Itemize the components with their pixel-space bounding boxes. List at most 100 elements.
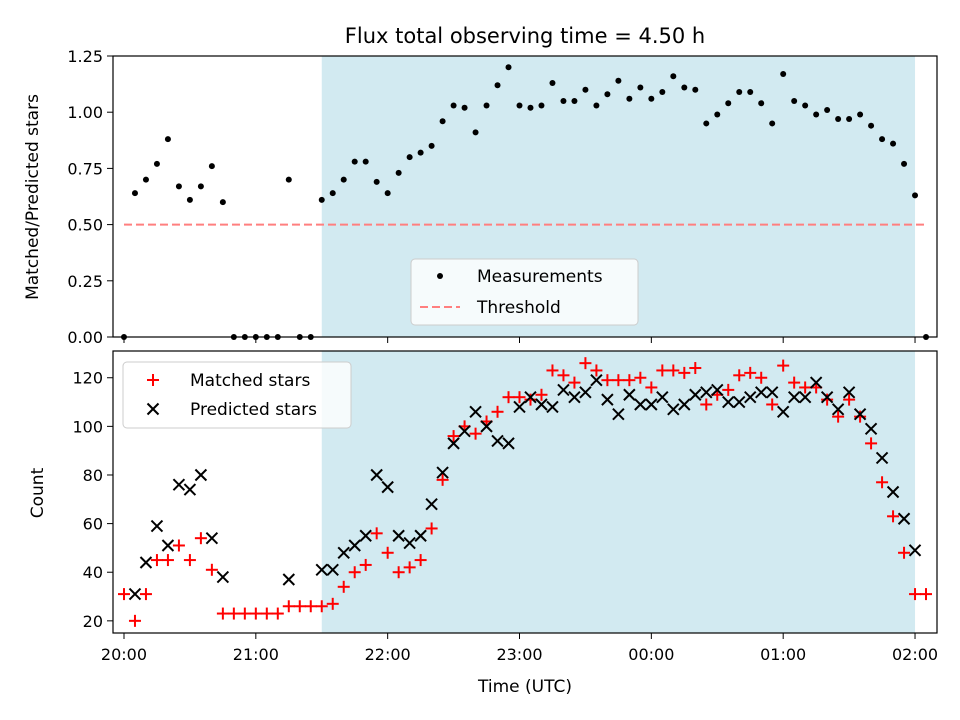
measurement-point <box>879 136 886 143</box>
predicted-stars-point <box>150 519 164 533</box>
matched-stars-point <box>249 607 262 620</box>
measurement-point <box>340 176 347 183</box>
predicted-stars-point <box>414 529 427 542</box>
matched-stars-point <box>920 588 933 601</box>
matched-stars-point <box>623 374 636 387</box>
measurement-point <box>857 111 864 118</box>
measurement-point <box>758 100 765 107</box>
matched-stars-point <box>777 359 790 372</box>
measurement-point <box>527 104 534 111</box>
predicted-stars-point <box>831 403 845 416</box>
predicted-stars-point <box>886 485 900 499</box>
measurement-point <box>901 160 908 167</box>
measurement-point <box>813 111 820 118</box>
matched-stars-point <box>293 600 306 613</box>
matched-stars-point <box>117 588 130 601</box>
matched-stars-point <box>513 391 526 404</box>
matched-stars-point <box>403 561 416 574</box>
top-y-tick-label: 0.25 <box>67 272 103 291</box>
predicted-stars-point <box>348 539 361 552</box>
predicted-stars-point <box>480 420 493 433</box>
measurement-point <box>791 97 798 104</box>
predicted-stars-point <box>425 497 438 511</box>
matched-stars-point <box>722 383 735 396</box>
measurement-point <box>373 178 380 185</box>
predicted-stars-point <box>897 512 911 525</box>
legend-measurement-marker <box>437 273 443 279</box>
matched-stars-point <box>502 391 515 404</box>
matched-stars-point <box>205 563 218 576</box>
measurement-point <box>714 111 721 118</box>
measurement-point <box>384 190 391 197</box>
measurement-point <box>406 154 413 161</box>
matched-stars-point <box>656 364 669 377</box>
matched-stars-point <box>788 376 801 389</box>
predicted-stars-point <box>546 400 559 414</box>
measurement-point <box>725 100 732 107</box>
x-tick-label: 22:00 <box>365 645 411 664</box>
matched-stars-point <box>304 600 317 613</box>
measurement-point <box>197 183 204 190</box>
matched-stars-point <box>634 371 647 384</box>
measurement-point <box>175 183 182 190</box>
matched-stars-point <box>854 410 867 423</box>
predicted-stars-point <box>645 398 658 411</box>
matched-stars-point <box>744 366 757 379</box>
measurement-point <box>670 73 677 80</box>
top-y-tick-label: 0.50 <box>67 216 103 235</box>
matched-stars-point <box>755 371 768 384</box>
x-tick-label: 02:00 <box>892 645 938 664</box>
matched-stars-point <box>271 607 284 620</box>
top-y-tick-label: 0.75 <box>67 159 103 178</box>
bottom-y-tick-label: 120 <box>72 369 103 388</box>
bottom-y-tick-label: 80 <box>83 466 103 485</box>
predicted-stars-point <box>194 468 208 482</box>
matched-stars-point <box>568 376 581 389</box>
predicted-stars-point <box>798 390 812 404</box>
measurement-point <box>494 82 501 89</box>
legend-label-matched: Matched stars <box>190 371 310 391</box>
matched-stars-point <box>359 558 372 571</box>
measurement-point <box>395 169 402 176</box>
measurement-point <box>912 192 919 199</box>
measurement-point <box>692 86 699 93</box>
measurement-point <box>472 129 479 136</box>
x-tick-label: 23:00 <box>496 645 542 664</box>
measurement-point <box>824 106 831 113</box>
matched-stars-point <box>315 600 328 613</box>
top-y-tick-label: 1.25 <box>67 47 103 66</box>
matched-stars-point <box>733 369 746 382</box>
legend-predicted-marker <box>146 402 160 416</box>
top-plot-frame <box>112 55 938 338</box>
predicted-stars-point <box>183 483 197 496</box>
predicted-stars-point <box>458 425 471 438</box>
predicted-stars-point <box>744 390 757 404</box>
count-panel: 20 40 60 80 100 120 20:00 21:00 22:00 23:00 00:00 0… <box>72 350 938 664</box>
predicted-stars-point <box>172 478 186 491</box>
x-tick-label: 20:00 <box>101 645 147 664</box>
x-tick-label: 21:00 <box>233 645 279 664</box>
measurement-point <box>439 118 446 125</box>
predicted-stars-point <box>502 437 515 450</box>
matched-stars-point <box>865 437 878 450</box>
predicted-stars-point <box>700 386 713 399</box>
matched-stars-point <box>909 588 922 601</box>
measurement-point <box>890 140 897 147</box>
measurement-point <box>329 190 336 197</box>
predicted-stars-point <box>535 398 548 411</box>
predicted-stars-point <box>853 407 867 421</box>
measurement-point <box>285 176 292 183</box>
measurement-point <box>428 142 435 149</box>
measurement-point <box>538 102 545 109</box>
predicted-stars-point <box>370 468 383 482</box>
measurement-point <box>802 102 809 109</box>
measurement-point <box>208 163 215 170</box>
matched-stars-point <box>535 388 548 401</box>
predicted-stars-point <box>513 400 526 414</box>
matched-stars-point <box>150 554 163 567</box>
bottom-y-axis-label: Count <box>28 467 48 518</box>
measurement-point <box>780 70 787 77</box>
matched-stars-point <box>172 539 185 552</box>
matched-stars-point <box>546 364 559 377</box>
measurement-point <box>593 102 600 109</box>
